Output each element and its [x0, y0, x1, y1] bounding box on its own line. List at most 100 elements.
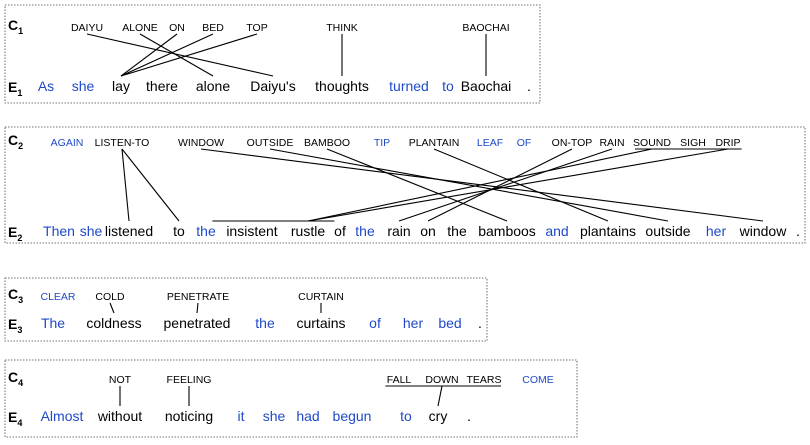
- chinese-token: LISTEN-TO: [95, 137, 150, 149]
- label-c1: C1: [8, 17, 23, 36]
- chinese-token: TEARS: [466, 374, 501, 386]
- chinese-token: LEAF: [477, 137, 503, 149]
- alignment-link: [109, 302, 115, 314]
- english-token: and: [545, 223, 568, 239]
- english-token: the: [196, 223, 216, 239]
- chinese-token: SIGH: [680, 137, 706, 149]
- chinese-token: SOUND: [633, 137, 671, 149]
- chinese-token: DOWN: [425, 374, 458, 386]
- chinese-token: OUTSIDE: [247, 137, 294, 149]
- chinese-token: ON: [169, 22, 185, 34]
- english-token: begun: [333, 408, 372, 424]
- chinese-token: DAIYU: [71, 22, 103, 34]
- english-token: insistent: [226, 223, 277, 239]
- english-token: she: [263, 408, 286, 424]
- english-token: curtains: [296, 315, 345, 331]
- example-4-frame: [4, 359, 578, 438]
- chinese-token: NOT: [109, 374, 132, 386]
- english-token: outside: [645, 223, 690, 239]
- chinese-token: TIP: [374, 137, 390, 149]
- english-token: lay: [112, 78, 130, 94]
- english-token: .: [527, 78, 531, 94]
- label-e1: E1: [8, 79, 22, 98]
- chinese-token: DRIP: [715, 137, 740, 149]
- alignment-link: [437, 385, 443, 407]
- example-2: C2 E2 AGAIN LISTEN-TO WINDOW OUTSIDE BAMBOO TIP…: [4, 126, 806, 244]
- english-token: bed: [438, 315, 461, 331]
- english-token: had: [296, 408, 319, 424]
- english-token: cry: [429, 408, 448, 424]
- english-token: she: [80, 223, 103, 239]
- chinese-token: COLD: [95, 291, 125, 303]
- example-3: C3 E3 CLEAR COLD PENETRATE CURTAIN The coldness…: [4, 277, 488, 342]
- alignment-link: [121, 148, 180, 222]
- alignment-link: [269, 148, 669, 222]
- chinese-token: OF: [517, 137, 532, 149]
- english-token: Baochai: [461, 78, 512, 94]
- english-token: it: [238, 408, 245, 424]
- chinese-token: PLANTAIN: [409, 137, 460, 149]
- english-token: to: [442, 78, 454, 94]
- example-4: C4 E4 NOT FEELING FALL DOWN TEARS COME Almost wit…: [4, 359, 578, 438]
- label-c3: C3: [8, 286, 23, 305]
- label-c4: C4: [8, 369, 23, 388]
- english-token: listened: [105, 223, 153, 239]
- alignment-link: [86, 33, 274, 77]
- chinese-token: BAMBOO: [304, 137, 350, 149]
- chinese-token: ALONE: [122, 22, 158, 34]
- alignment-link: [196, 302, 199, 314]
- english-token: .: [796, 223, 800, 239]
- english-token: her: [706, 223, 727, 239]
- english-token: penetrated: [164, 315, 231, 331]
- example-1-frame: [4, 4, 541, 104]
- alignment-link: [120, 33, 258, 77]
- english-token: noticing: [165, 408, 213, 424]
- alignment-link: [120, 33, 214, 77]
- english-token: turned: [389, 78, 429, 94]
- label-e4: E4: [8, 409, 22, 428]
- example-1: C1 E1 DAIYU ALONE ON BED TOP THINK BAOCHAI As she l…: [4, 4, 541, 104]
- chinese-token: COME: [522, 374, 554, 386]
- chinese-token: ON-TOP: [552, 137, 593, 149]
- chinese-token: BED: [202, 22, 224, 34]
- english-token: Almost: [41, 408, 84, 424]
- english-token: the: [355, 223, 375, 239]
- alignment-link: [307, 148, 729, 222]
- english-token: to: [173, 223, 185, 239]
- english-token: As: [38, 78, 54, 94]
- label-e3: E3: [8, 316, 22, 335]
- alignment-link: [326, 148, 508, 222]
- english-token: the: [447, 223, 467, 239]
- alignment-link: [139, 33, 214, 77]
- english-token: without: [97, 408, 142, 424]
- english-token: alone: [196, 78, 230, 94]
- english-token: Then: [43, 223, 75, 239]
- english-token: rain: [387, 223, 410, 239]
- label-c2: C2: [8, 132, 23, 151]
- english-token: plantains: [580, 223, 636, 239]
- alignment-link: [121, 148, 130, 222]
- english-token: bamboos: [478, 223, 536, 239]
- alignment-link: [398, 148, 613, 222]
- english-token: The: [41, 315, 65, 331]
- chinese-token: FEELING: [167, 374, 212, 386]
- english-token: .: [478, 315, 482, 331]
- english-token: of: [334, 223, 346, 239]
- chinese-token: CLEAR: [40, 291, 75, 303]
- chinese-token: PENETRATE: [167, 291, 229, 303]
- example-3-frame: [4, 277, 488, 342]
- english-token: the: [255, 315, 275, 331]
- english-token: there: [146, 78, 178, 94]
- english-token: Daiyu's: [250, 78, 295, 94]
- chinese-token: RAIN: [599, 137, 624, 149]
- english-token: her: [403, 315, 424, 331]
- alignment-link: [307, 148, 653, 222]
- chinese-token: THINK: [326, 22, 358, 34]
- english-token: she: [72, 78, 95, 94]
- english-token: of: [369, 315, 381, 331]
- english-token: on: [420, 223, 436, 239]
- chinese-token: BAOCHAI: [462, 22, 509, 34]
- example-2-frame: [4, 126, 806, 244]
- chinese-token: CURTAIN: [298, 291, 344, 303]
